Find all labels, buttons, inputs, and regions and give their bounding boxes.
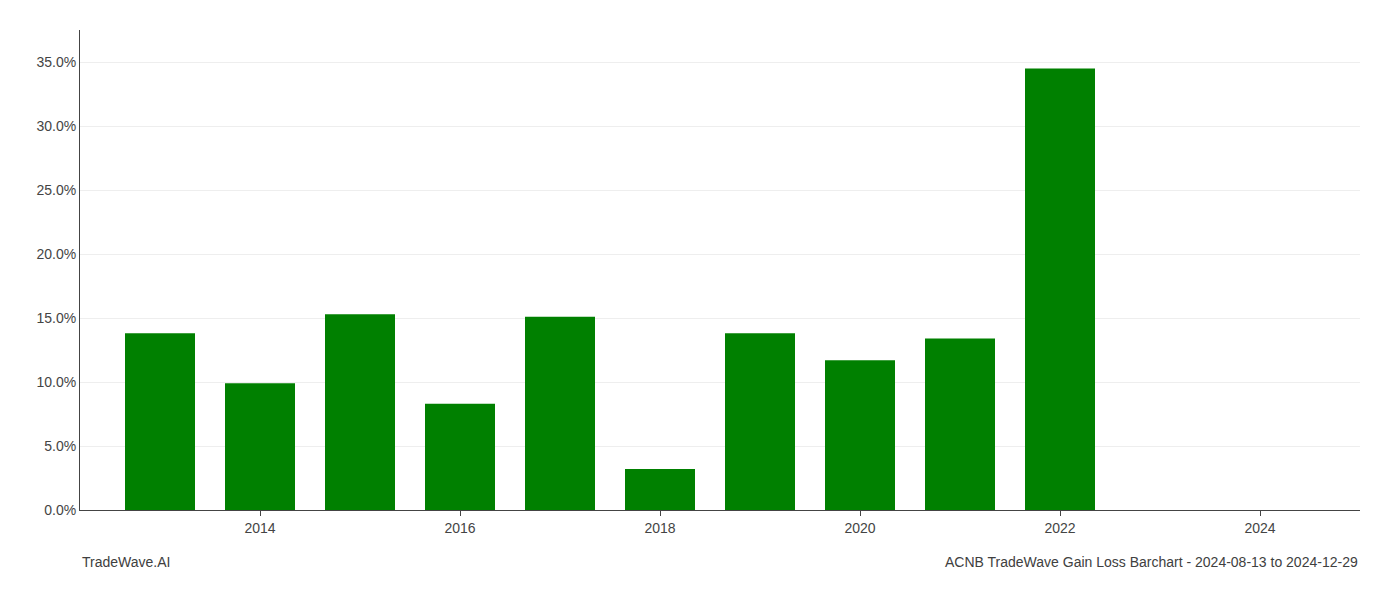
svg-text:2020: 2020 xyxy=(844,520,875,536)
svg-text:2018: 2018 xyxy=(644,520,675,536)
svg-text:2014: 2014 xyxy=(244,520,275,536)
svg-text:25.0%: 25.0% xyxy=(36,182,76,198)
svg-text:15.0%: 15.0% xyxy=(36,310,76,326)
svg-text:30.0%: 30.0% xyxy=(36,118,76,134)
svg-text:10.0%: 10.0% xyxy=(36,374,76,390)
svg-text:2022: 2022 xyxy=(1044,520,1075,536)
svg-text:ACNB TradeWave Gain Loss Barch: ACNB TradeWave Gain Loss Barchart - 2024… xyxy=(945,554,1358,570)
svg-text:35.0%: 35.0% xyxy=(36,54,76,70)
svg-text:20.0%: 20.0% xyxy=(36,246,76,262)
svg-text:2016: 2016 xyxy=(444,520,475,536)
svg-text:0.0%: 0.0% xyxy=(44,502,76,518)
svg-text:2024: 2024 xyxy=(1244,520,1275,536)
svg-text:TradeWave.AI: TradeWave.AI xyxy=(82,554,170,570)
svg-text:5.0%: 5.0% xyxy=(44,438,76,454)
